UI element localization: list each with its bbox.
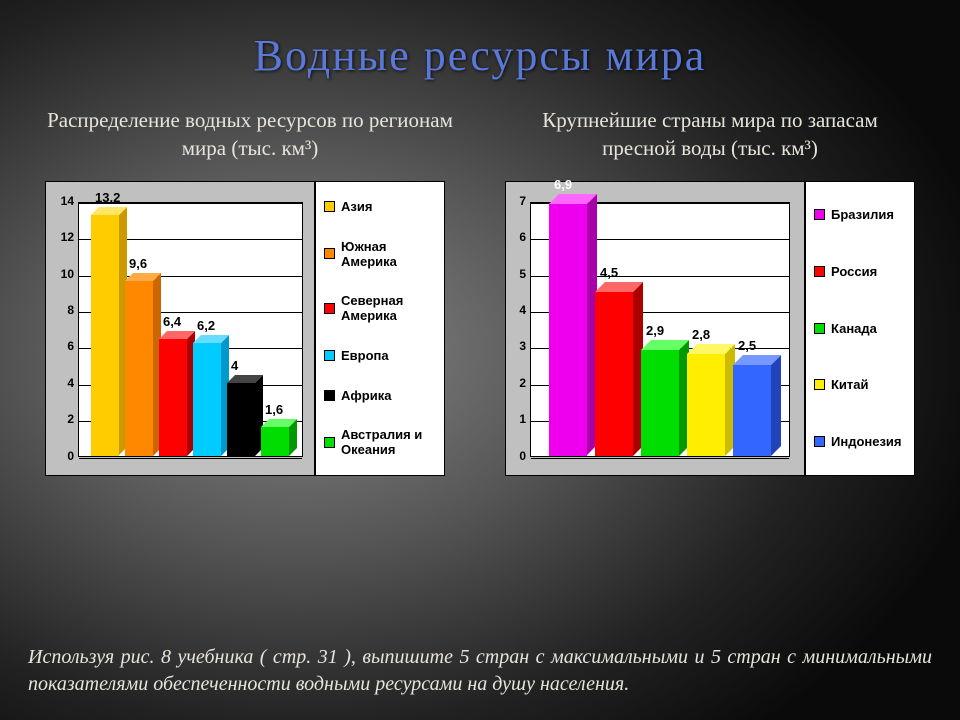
bar-value-label: 1,6 [265, 402, 283, 417]
bar [193, 343, 221, 456]
legend-label: Северная Америка [341, 293, 436, 323]
legend-item: Китай [814, 377, 906, 392]
legend-item: Бразилия [814, 207, 906, 222]
left-legend: Азия Южная Америка Северная Америка Европа А… [315, 181, 445, 476]
footer-text: Используя рис. 8 учебника ( стр. 31 ), в… [28, 644, 932, 698]
bar [261, 427, 289, 456]
legend-item: Северная Америка [324, 293, 436, 323]
bar-value-label: 2,8 [692, 327, 710, 342]
left-chart: 13,2 9,6 6,4 6,2 4 1,6 0 2 4 6 8 10 12 14 [45, 181, 315, 476]
legend-label: Европа [341, 348, 389, 363]
y-axis-label: 2 [54, 412, 74, 426]
right-legend: Бразилия Россия Канада Китай Индонезия [805, 181, 915, 476]
bar [91, 215, 119, 455]
y-axis-label: 6 [54, 339, 74, 353]
legend-item: Австралия и Океания [324, 427, 436, 457]
legend-item: Европа [324, 348, 436, 363]
bar-value-label: 6,2 [197, 318, 215, 333]
y-axis-label: 8 [54, 303, 74, 317]
right-chart-box: 6,94,52,92,82,501234567 БразилияРоссияКа… [505, 181, 915, 476]
legend-label: Африка [341, 388, 391, 403]
bar [733, 365, 771, 456]
legend-swatch [814, 266, 825, 277]
legend-item: Африка [324, 388, 436, 403]
legend-label: Южная Америка [341, 239, 436, 269]
y-axis-label: 10 [54, 267, 74, 281]
bar [125, 281, 153, 456]
legend-swatch [814, 436, 825, 447]
legend-item: Россия [814, 264, 906, 279]
right-subtitle: Крупнейшие страны мира по запасам пресно… [503, 106, 917, 163]
legend-label: Индонезия [831, 434, 902, 449]
bar [227, 383, 255, 456]
legend-swatch [324, 350, 335, 361]
left-subtitle: Распределение водных ресурсов по региона… [43, 106, 457, 163]
legend-label: Китай [831, 377, 869, 392]
y-axis-label: 4 [506, 303, 526, 317]
legend-swatch [324, 303, 335, 314]
y-axis-label: 4 [54, 376, 74, 390]
y-axis-label: 5 [506, 267, 526, 281]
subtitles-row: Распределение водных ресурсов по региона… [0, 106, 960, 163]
legend-swatch [324, 437, 335, 448]
legend-swatch [814, 379, 825, 390]
bar-value-label: 4,5 [600, 265, 618, 280]
legend-label: Азия [341, 199, 372, 214]
y-axis-label: 14 [54, 194, 74, 208]
left-chart-box: 13,2 9,6 6,4 6,2 4 1,6 0 2 4 6 8 10 12 14 Азия Южная А… [45, 181, 445, 476]
legend-label: Австралия и Океания [341, 427, 436, 457]
y-axis-label: 0 [506, 449, 526, 463]
bar-value-label: 2,9 [646, 323, 664, 338]
legend-label: Бразилия [831, 207, 894, 222]
y-axis-label: 0 [54, 449, 74, 463]
bar [641, 350, 679, 456]
y-axis-label: 6 [506, 230, 526, 244]
legend-label: Канада [831, 321, 877, 336]
bar [549, 204, 587, 455]
bar-value-label: 6,9 [554, 177, 572, 192]
bar-value-label: 4 [231, 358, 238, 373]
bar [595, 292, 633, 456]
legend-item: Канада [814, 321, 906, 336]
legend-item: Южная Америка [324, 239, 436, 269]
right-chart: 6,94,52,92,82,501234567 [505, 181, 805, 476]
legend-item: Азия [324, 199, 436, 214]
page-title: Водные ресурсы мира [0, 0, 960, 81]
bar [159, 339, 187, 456]
y-axis-label: 7 [506, 194, 526, 208]
bar-value-label: 9,6 [129, 256, 147, 271]
legend-swatch [814, 209, 825, 220]
legend-item: Индонезия [814, 434, 906, 449]
y-axis-label: 1 [506, 412, 526, 426]
legend-swatch [324, 248, 335, 259]
bar-value-label: 2,5 [738, 338, 756, 353]
legend-swatch [324, 390, 335, 401]
charts-row: 13,29,66,46,241,602468101214 АзияЮжная А… [0, 181, 960, 476]
legend-swatch [814, 323, 825, 334]
bar-value-label: 13,2 [95, 190, 120, 205]
legend-label: Россия [831, 264, 877, 279]
y-axis-label: 3 [506, 339, 526, 353]
y-axis-label: 12 [54, 230, 74, 244]
y-axis-label: 2 [506, 376, 526, 390]
bar-value-label: 6,4 [163, 314, 181, 329]
legend-swatch [324, 201, 335, 212]
bar [687, 354, 725, 456]
